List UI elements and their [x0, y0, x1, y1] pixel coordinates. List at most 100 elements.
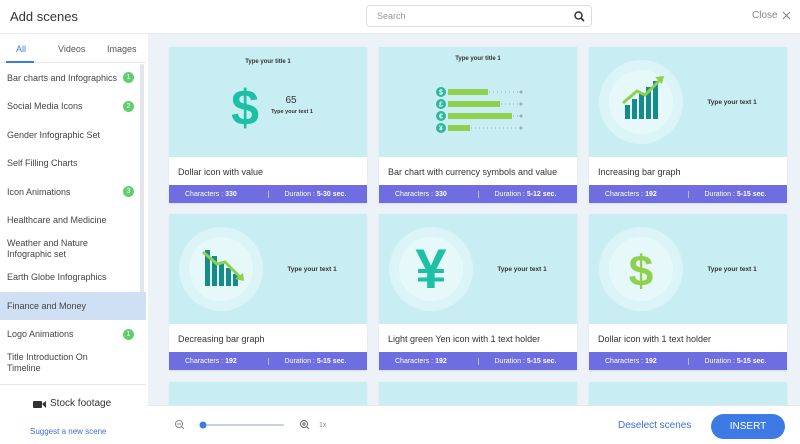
scene-card[interactable]: Type your title 1 $65 Type your text 1 Doll… — [169, 47, 367, 203]
scene-meta: Characters : 192 Duration : 5-15 sec. — [589, 352, 787, 370]
duration: Duration : 5-15 sec. — [267, 357, 368, 365]
category-name: Bar charts and Infographics — [7, 72, 118, 83]
scene-thumbnail: Type your text 1 — [169, 214, 367, 324]
category-name: Healthcare and Medicine — [7, 215, 107, 225]
scene-meta: Characters : 192 Duration : 5-15 sec. — [169, 352, 367, 370]
duration-value: 5-15 sec. — [736, 190, 767, 198]
category-item[interactable]: Logo Animations 1 — [0, 321, 146, 349]
duration-label: Duration : — [284, 190, 315, 198]
duration: Duration : 5-12 sec. — [477, 190, 578, 198]
scene-card-partial — [169, 382, 367, 405]
sidebar: Stock footage Suggest a new scene All Vid… — [0, 34, 149, 444]
scene-title: Bar chart with currency symbols and valu… — [388, 167, 558, 177]
sidebar-footer: Stock footage Suggest a new scene — [0, 384, 146, 444]
tab[interactable]: Videos — [58, 44, 86, 54]
characters-value: 330 — [435, 190, 447, 198]
thumb-text: Type your text 1 — [497, 266, 547, 273]
characters-label: Characters : — [185, 357, 224, 365]
category-item[interactable]: Social Media Icons 2 — [0, 93, 146, 121]
thumb-text: $ — [231, 80, 259, 136]
duration-value: 5-15 sec. — [316, 357, 347, 365]
category-item[interactable]: Earth Globe Infographics — [0, 264, 146, 292]
scene-card[interactable]: Type your title 1 $ £ € ¥ Bar chart with curr… — [379, 47, 577, 203]
characters-value: 192 — [645, 190, 657, 198]
characters: Characters : 192 — [589, 191, 688, 198]
category-name: Self Filling Charts — [7, 158, 78, 168]
search-box[interactable]: Search — [366, 5, 592, 27]
scene-thumbnail: Type your title 1 $ 65 Type your text 1 — [169, 47, 367, 157]
category-badge: 1 — [123, 72, 134, 83]
category-item[interactable]: Healthcare and Medicine — [0, 207, 146, 235]
tab[interactable]: Images — [107, 44, 137, 54]
duration: Duration : 5-15 sec. — [477, 357, 578, 365]
characters: Characters : 192 — [379, 358, 478, 365]
thumb-text: Type your text 1 — [707, 266, 757, 273]
thumb-text: Type your text 1 — [271, 109, 313, 115]
category-badge: 1 — [123, 328, 134, 340]
characters-value: 192 — [645, 357, 657, 365]
category-item[interactable]: Title Introduction On Timeline — [0, 349, 146, 377]
duration-label: Duration : — [284, 357, 315, 365]
duration: Duration : 5-30 sec. — [267, 190, 368, 198]
tab[interactable]: All — [16, 44, 27, 54]
thumb-text: Type your text 1 — [707, 99, 757, 106]
duration-value: 5-15 sec. — [526, 357, 557, 365]
scene-meta: Characters : 330 Duration : 5-12 sec. — [379, 185, 577, 203]
duration-value: 5-30 sec. — [316, 190, 347, 198]
scene-card[interactable]: Type your text 1 Increasing bar graph Char… — [589, 47, 787, 203]
thumb-text: Type your text 1 — [287, 266, 337, 273]
thumb-text: $ — [439, 90, 443, 97]
duration: Duration : 5-15 sec. — [687, 190, 788, 198]
stock-footage[interactable]: Stock footage — [50, 398, 112, 409]
characters-value: 192 — [225, 357, 237, 365]
characters-label: Characters : — [185, 190, 224, 198]
category-item[interactable]: Finance and Money — [0, 292, 146, 320]
category-name: Social Media Icons — [7, 101, 83, 111]
category-item[interactable]: Bar charts and Infographics 1 — [0, 64, 146, 92]
scene-thumbnail: ¥ Type your text 1 — [379, 214, 577, 324]
thumb-text: $ — [629, 247, 653, 296]
scene-title: Light green Yen icon with 1 text holder — [388, 334, 541, 344]
thumb-text: Type your title 1 — [245, 59, 291, 65]
scene-card[interactable]: $ Type your text 1 Dollar icon with 1 text… — [589, 214, 787, 370]
duration-value: 5-12 sec. — [526, 190, 557, 198]
scrollbar — [140, 64, 144, 314]
characters-label: Characters : — [605, 190, 644, 198]
category-item[interactable]: Self Filling Charts — [0, 150, 146, 178]
thumb-text: ¥ — [415, 237, 446, 300]
camera-icon — [33, 401, 46, 408]
search-placeholder: Search — [377, 11, 406, 21]
deselect-button[interactable]: Deselect scenes — [618, 420, 692, 431]
suggest-link[interactable]: Suggest a new scene — [30, 427, 107, 436]
scene-meta: Characters : 192 Duration : 5-15 sec. — [379, 352, 577, 370]
tab-underline — [6, 61, 34, 63]
insert-button[interactable]: INSERT — [711, 414, 785, 439]
close-icon[interactable] — [782, 11, 791, 20]
scene-card[interactable]: Type your text 1 Decreasing bar graph Char… — [169, 214, 367, 370]
thumb-text: € — [439, 114, 443, 121]
characters-value: 192 — [435, 357, 447, 365]
duration-label: Duration : — [704, 190, 735, 198]
characters: Characters : 192 — [169, 358, 268, 365]
duration-value: 5-15 sec. — [736, 357, 767, 365]
category-name: Title Introduction On Timeline — [7, 352, 88, 373]
zoom-slider[interactable] — [174, 419, 334, 433]
scene-card-partial — [589, 382, 787, 405]
category-badge: 3 — [123, 186, 134, 197]
thumb-text: £ — [439, 102, 443, 109]
scene-title: Dollar icon with value — [178, 167, 264, 177]
characters: Characters : 192 — [589, 358, 688, 365]
thumb-text: 65 — [285, 95, 297, 106]
duration: Duration : 5-15 sec. — [687, 357, 788, 365]
scene-thumbnail: Type your title 1 $ £ € ¥ — [379, 47, 577, 157]
category-item[interactable]: Gender Infographic Set — [0, 121, 146, 149]
scene-thumbnail: $ Type your text 1 — [589, 214, 787, 324]
category-item[interactable]: Weather and Nature Infographic set — [0, 235, 146, 263]
scene-card[interactable]: ¥ Type your text 1 Light green Yen icon wi… — [379, 214, 577, 370]
duration-label: Duration : — [704, 357, 735, 365]
category-item[interactable]: Icon Animations 3 — [0, 178, 146, 206]
close-button[interactable]: Close — [752, 10, 778, 21]
thumb-text: ¥ — [439, 126, 443, 133]
header: Add scenes Search Close — [0, 0, 800, 34]
